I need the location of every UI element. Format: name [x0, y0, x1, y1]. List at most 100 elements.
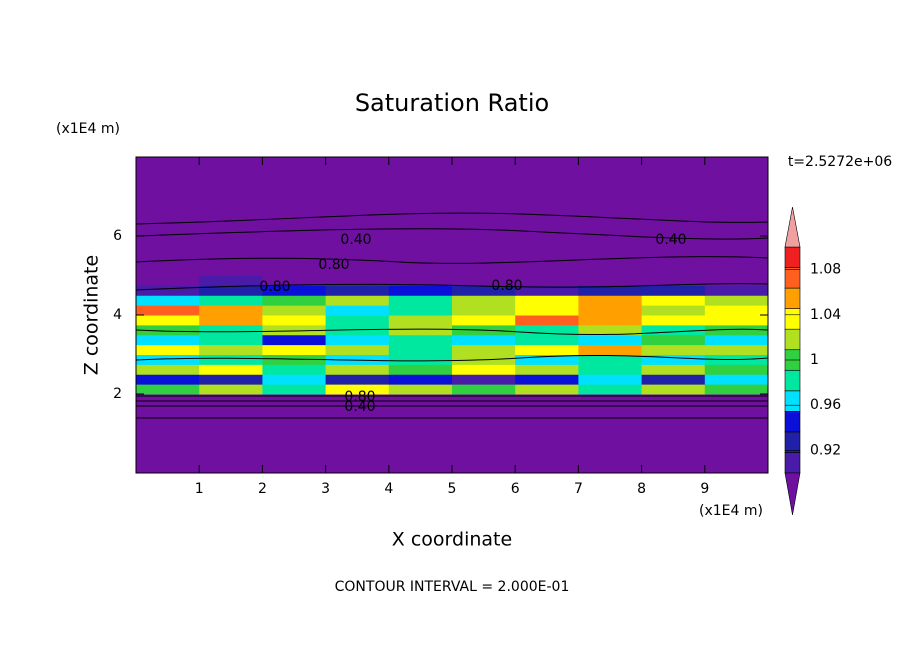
field-cell — [704, 295, 769, 306]
field-cell — [452, 334, 516, 346]
field-cell — [388, 394, 453, 474]
field-cell — [578, 305, 643, 316]
contour-line — [135, 228, 769, 240]
field-cell — [262, 374, 327, 385]
field-cell — [704, 305, 769, 316]
contour-label: 0.40 — [655, 232, 686, 248]
field-cell — [515, 275, 579, 286]
colorbar-box — [784, 411, 801, 433]
field-cell — [262, 305, 327, 316]
colorbar-label: 1.08 — [810, 262, 841, 278]
field-cell — [388, 295, 453, 306]
field-cell — [199, 324, 263, 336]
field-cell — [388, 364, 453, 375]
field-cell — [388, 315, 453, 326]
time-label: t=2.5272e+06 — [788, 154, 892, 170]
field-cell — [262, 324, 327, 336]
field-cell — [136, 305, 200, 316]
field-cell — [325, 384, 390, 395]
field-cell — [515, 344, 579, 355]
field-cell — [388, 384, 453, 395]
field-cell — [515, 315, 579, 326]
field-cell — [388, 275, 453, 286]
field-cell — [578, 295, 643, 306]
field-cell — [704, 324, 769, 336]
field-cell — [641, 374, 706, 385]
field-cell — [452, 295, 516, 306]
field-cell — [199, 334, 263, 346]
field-cell — [641, 344, 706, 355]
field-cell — [262, 384, 327, 395]
field-cell — [325, 364, 390, 375]
colorbar-label: 1 — [810, 352, 819, 368]
field-cell — [199, 374, 263, 385]
field-cell — [578, 324, 643, 336]
field-cell — [641, 394, 706, 474]
field-cell — [641, 384, 706, 395]
y-unit: (x1E4 m) — [56, 121, 120, 137]
x-tick-label: 6 — [511, 481, 520, 497]
colorbar-label: 1.04 — [810, 307, 841, 323]
field-cell — [136, 394, 200, 474]
contour-label: 0.80 — [318, 257, 349, 273]
field-cell — [704, 334, 769, 346]
colorbar-box — [784, 369, 801, 392]
field-cell — [515, 374, 579, 385]
field-cell — [641, 275, 706, 286]
field-cell — [578, 334, 643, 346]
x-tick-label: 4 — [384, 481, 393, 497]
field-cell — [136, 295, 200, 306]
field-cell — [262, 344, 327, 355]
contour-line — [135, 212, 769, 225]
field-cell — [136, 324, 200, 336]
chart-title: Saturation Ratio — [355, 89, 549, 117]
contour-line — [135, 283, 769, 291]
field-cell — [325, 354, 390, 365]
field-cell — [452, 285, 516, 296]
field-cell — [515, 384, 579, 395]
field-cell — [325, 394, 390, 474]
field-cell — [704, 384, 769, 395]
colorbar-label: 0.92 — [810, 442, 841, 458]
contour-line — [135, 354, 769, 362]
field-cell — [641, 324, 706, 336]
field-cell — [388, 334, 453, 346]
field-cell — [262, 275, 327, 286]
field-cell — [641, 305, 706, 316]
x-tick-label: 2 — [258, 481, 267, 497]
field — [136, 157, 769, 474]
field-cell — [136, 334, 200, 346]
contour-label: 0.40 — [344, 399, 375, 415]
field-cell — [578, 315, 643, 326]
field-cell — [325, 315, 390, 326]
field-cell — [515, 364, 579, 375]
field-cell — [262, 394, 327, 474]
colorbar-box — [784, 431, 801, 453]
field-cell — [136, 157, 200, 276]
field-cell — [515, 305, 579, 316]
field-cell — [136, 275, 200, 286]
field-cell — [515, 354, 579, 365]
field-cell — [578, 354, 643, 365]
field-cell — [641, 295, 706, 306]
field-cell — [199, 315, 263, 326]
field-cell — [578, 285, 643, 296]
field-cell — [704, 364, 769, 375]
field-cell — [452, 344, 516, 355]
colorbar-box — [784, 328, 801, 351]
field-cell — [199, 394, 263, 474]
field-cell — [388, 344, 453, 355]
field-cell — [325, 374, 390, 385]
field-cell — [578, 394, 643, 474]
x-tick-label: 3 — [321, 481, 330, 497]
field-cell — [641, 354, 706, 365]
field-cell — [452, 374, 516, 385]
colorbar-box — [784, 246, 801, 268]
field-cell — [199, 354, 263, 365]
field-cell — [578, 374, 643, 385]
field-cell — [136, 344, 200, 355]
contour-label: 0.40 — [340, 232, 371, 248]
y-axis-label: Z coordinate — [81, 255, 103, 375]
field-cell — [262, 157, 327, 276]
contour-label: 0.80 — [491, 278, 522, 294]
